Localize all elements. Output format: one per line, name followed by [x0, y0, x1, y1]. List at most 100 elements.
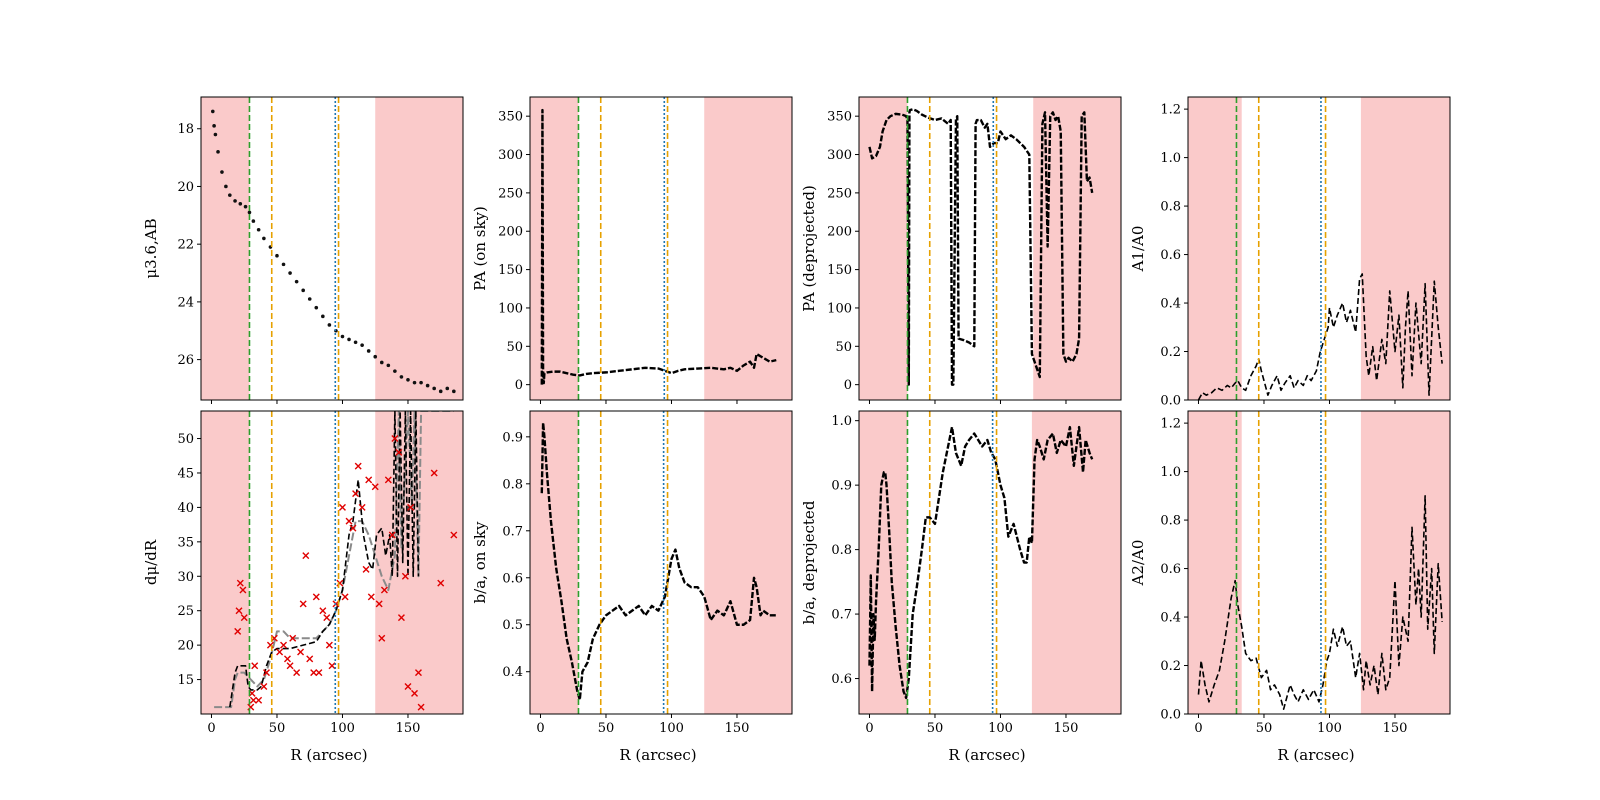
- data-point: [236, 579, 244, 587]
- y-tick-label: 0.9: [502, 430, 523, 445]
- data-point: [419, 380, 423, 385]
- plot-area: [201, 97, 463, 400]
- y-tick-label: 40: [177, 501, 194, 516]
- data-point: [327, 323, 332, 327]
- y-tick-label: 350: [827, 110, 852, 125]
- y-tick-label: 350: [498, 110, 523, 125]
- y-tick-label: 0.8: [1160, 514, 1181, 529]
- data-point: [417, 703, 425, 711]
- panel-p8: 0.0 0.2 0.4 0.6 0.8 1.0 1.2 0 50 100 150 A2/A0: [1129, 410, 1451, 736]
- shaded-region-1: [375, 97, 463, 400]
- data-point: [286, 662, 294, 670]
- y-tick-label: 0.9: [831, 479, 852, 494]
- data-point: [228, 193, 232, 197]
- y-tick-label: 50: [835, 340, 852, 355]
- panel-p4: 0.0 0.2 0.4 0.6 0.8 1.0 1.2 A1/A0: [1129, 96, 1451, 409]
- y-tick-label: 250: [498, 186, 523, 201]
- data-point: [341, 593, 349, 601]
- data-point: [386, 363, 391, 368]
- panel-p7: 0.6 0.7 0.8 0.9 1.0 0 50 100 150 b/a, deprojected: [800, 410, 1122, 736]
- y-tick-label: 1.2: [1160, 103, 1181, 118]
- y-tick-label: 0.0: [1160, 394, 1181, 409]
- y-tick-label: 200: [498, 225, 523, 240]
- series-line-0: [1197, 495, 1443, 710]
- x-tick-label: 0: [865, 721, 873, 736]
- data-point: [379, 360, 384, 365]
- data-point: [445, 386, 450, 391]
- x-axis-label-col2: R (arcsec): [619, 746, 696, 764]
- series-line-0: [868, 425, 1094, 700]
- data-point: [249, 696, 257, 704]
- x-tick-label: 50: [1256, 721, 1273, 736]
- data-point: [360, 343, 364, 347]
- panel-p5: 15 20 25 30 35 40 45 50 0 50 100 150 dμ/dR: [142, 410, 464, 736]
- data-point: [255, 696, 263, 704]
- x-tick-label: 100: [659, 721, 684, 736]
- data-point: [213, 132, 218, 137]
- data-point: [391, 435, 399, 443]
- panel-p1: 18 20 22 24 26 μ3.6,AB: [142, 96, 464, 404]
- panel-p2: 0 50 100 150 200 250 300 350 PA (on sky): [471, 96, 793, 404]
- data-point: [297, 648, 305, 656]
- shaded-region-1: [704, 411, 792, 714]
- y-axis-label: PA (deprojected): [800, 185, 818, 312]
- y-tick-label: 35: [177, 535, 194, 550]
- shaded-region-0: [1188, 411, 1242, 714]
- x-axis-label-col1: R (arcsec): [290, 746, 367, 764]
- data-point: [373, 354, 378, 359]
- data-point: [352, 490, 360, 498]
- data-point: [406, 378, 410, 382]
- data-point: [425, 383, 430, 388]
- y-tick-label: 50: [177, 432, 194, 447]
- y-tick-label: 24: [177, 295, 194, 310]
- data-point: [260, 682, 268, 690]
- data-point: [371, 483, 379, 491]
- y-tick-label: 22: [177, 238, 194, 253]
- data-point: [437, 579, 445, 587]
- plot-area: [201, 411, 463, 714]
- data-point: [438, 389, 443, 394]
- data-point: [397, 614, 405, 622]
- plot-area: [530, 97, 792, 400]
- y-axis-label: μ3.6,AB: [142, 218, 160, 278]
- data-point: [276, 648, 284, 656]
- y-axis-label: A2/A0: [1129, 540, 1147, 587]
- data-point: [338, 503, 346, 511]
- shaded-region-1: [1360, 411, 1450, 714]
- data-point: [263, 669, 270, 677]
- data-point: [354, 462, 362, 470]
- y-tick-label: 1.0: [1160, 151, 1181, 166]
- data-point: [349, 524, 357, 532]
- y-tick-label: 150: [498, 263, 523, 278]
- shaded-region-1: [1031, 411, 1121, 714]
- y-axis-label: PA (on sky): [471, 206, 489, 291]
- axes-frame: [200, 96, 464, 401]
- series-line-0: [868, 108, 1094, 386]
- y-tick-label: 20: [177, 639, 194, 654]
- plot-area: [859, 411, 1121, 714]
- data-point: [216, 150, 220, 154]
- data-point: [380, 586, 388, 594]
- data-point: [262, 236, 266, 241]
- data-point: [251, 662, 259, 670]
- y-tick-label: 0.2: [1160, 659, 1181, 674]
- data-point: [251, 219, 256, 223]
- data-point: [411, 689, 419, 697]
- y-tick-label: 18: [177, 122, 194, 137]
- y-tick-label: 25: [177, 604, 194, 619]
- shaded-region-0: [530, 411, 579, 714]
- shaded-region-1: [704, 97, 792, 400]
- y-tick-label: 0.4: [502, 665, 523, 680]
- data-point: [283, 655, 291, 663]
- y-tick-label: 0.6: [1160, 248, 1181, 263]
- shaded-region-0: [1188, 97, 1242, 400]
- x-tick-label: 0: [207, 721, 215, 736]
- axes-frame: [200, 410, 464, 715]
- x-axis-label-col3: R (arcsec): [948, 746, 1025, 764]
- axes-frame: [529, 410, 793, 715]
- y-tick-label: 26: [177, 353, 194, 368]
- y-tick-label: 20: [177, 180, 194, 195]
- x-tick-label: 100: [1317, 721, 1342, 736]
- shaded-region-0: [530, 97, 579, 400]
